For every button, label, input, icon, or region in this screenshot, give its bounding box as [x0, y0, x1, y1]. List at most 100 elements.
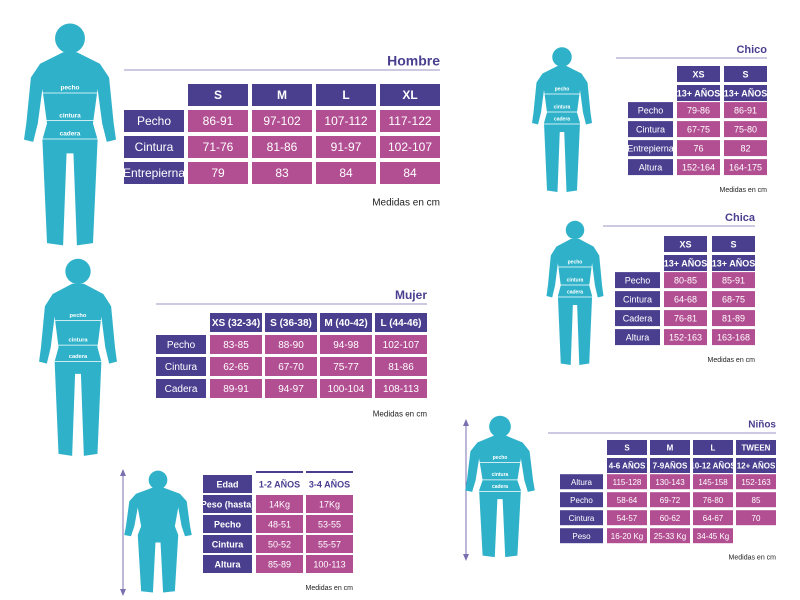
column-header-bg: [210, 313, 262, 332]
sub-header-bg: [664, 255, 707, 271]
cell: 68-75: [722, 294, 745, 304]
corner-label-bg: [203, 475, 252, 493]
cell: 115-128: [613, 478, 642, 487]
column-header: L: [711, 444, 716, 453]
sub-header-bg: [693, 458, 733, 473]
sub-header: 4-6 AÑOS: [609, 462, 646, 471]
cell: 84: [403, 166, 417, 180]
row-label: Entrepierna: [627, 143, 674, 153]
cell-bg: [252, 162, 312, 184]
corner-label: Edad: [216, 479, 238, 489]
cell-bg: [712, 291, 755, 308]
measure-label: cintura: [59, 112, 81, 119]
cell: 53-55: [318, 519, 341, 529]
cell: 91-97: [331, 140, 362, 154]
cell-bg: [736, 492, 776, 508]
measure-label: cadera: [492, 484, 508, 490]
cell: 84: [339, 166, 353, 180]
cell-bg: [650, 492, 690, 508]
measure-label: cintura: [567, 277, 584, 283]
body: [124, 487, 192, 593]
cell-bg: [188, 162, 248, 184]
cell-bg: [664, 272, 707, 289]
cell: 25-33 Kg: [654, 532, 686, 541]
row-label: Altura: [639, 162, 663, 172]
cell: 34-45 Kg: [697, 532, 729, 541]
sub-header: 13+ AÑOS: [677, 88, 720, 98]
cell: 17Kg: [319, 499, 340, 509]
sub-header: 12+ AÑOS: [737, 462, 776, 471]
cell: 152-164: [682, 162, 715, 172]
cell: 152-163: [669, 332, 702, 342]
sub-header: 13+ AÑOS: [712, 258, 755, 268]
column-header-bg: [316, 84, 376, 106]
cell: 69-72: [660, 496, 681, 505]
row-label-bg: [560, 510, 603, 526]
cell: 76: [693, 143, 703, 153]
silhouette: [124, 470, 192, 593]
cell: 107-112: [324, 114, 367, 128]
row-label: Cadera: [165, 384, 198, 395]
measure-label: cintura: [492, 472, 509, 478]
row-label-bg: [203, 495, 252, 513]
cell: 71-76: [203, 140, 234, 154]
column-header-bg: [188, 84, 248, 106]
cell-bg: [188, 136, 248, 158]
cell-bg: [607, 474, 647, 490]
row-label: Cintura: [636, 124, 665, 134]
cell-bg: [316, 162, 376, 184]
cell-bg: [712, 310, 755, 327]
row-label-bg: [156, 379, 206, 398]
column-header-bg: [306, 475, 353, 493]
row-label-bg: [615, 291, 660, 308]
cell: 94-98: [333, 340, 359, 351]
measure-label: cadera: [567, 289, 583, 295]
column-header: S (36-38): [270, 318, 312, 329]
cell-bg: [693, 474, 733, 490]
row-label: Altura: [626, 332, 650, 342]
column-header: 1-2 AÑOS: [259, 479, 300, 489]
column-header: XS (32-34): [212, 318, 260, 329]
row-label-bg: [628, 102, 673, 119]
cell-bg: [650, 528, 690, 544]
head: [65, 258, 91, 285]
cell-bg: [375, 357, 427, 376]
row-label: Cintura: [212, 539, 244, 549]
cell: 117-122: [388, 114, 431, 128]
head: [565, 220, 585, 240]
measure-label: cadera: [69, 354, 88, 360]
cell-bg: [256, 495, 303, 513]
row-label: Cintura: [135, 140, 174, 154]
measure-label: cadera: [554, 116, 570, 122]
column-header: M: [277, 88, 287, 102]
cell: 164-175: [729, 162, 762, 172]
cell-bg: [664, 310, 707, 327]
cell: 130-143: [655, 478, 685, 487]
sub-header: 13+ AÑOS: [664, 258, 707, 268]
cell: 76-81: [674, 313, 697, 323]
cell: 14Kg: [269, 499, 290, 509]
cell-bg: [664, 291, 707, 308]
cell-bg: [256, 535, 303, 553]
measure-label: pecho: [493, 455, 508, 461]
cell: 80-85: [674, 275, 697, 285]
cell-bg: [380, 136, 440, 158]
row-label: Pecho: [638, 105, 664, 115]
column-header-bg: [265, 313, 317, 332]
cell-bg: [316, 136, 376, 158]
cell-bg: [677, 140, 720, 157]
cell: 54-57: [617, 514, 638, 523]
cell: 50-52: [268, 539, 291, 549]
cell-bg: [736, 474, 776, 490]
head: [489, 415, 511, 438]
row-label-bg: [203, 535, 252, 553]
cell-bg: [677, 159, 720, 176]
cell: 48-51: [268, 519, 291, 529]
head: [55, 23, 85, 54]
cell: 163-168: [717, 332, 750, 342]
silhouette: pecho cintura cadera: [546, 220, 604, 365]
cell-bg: [256, 515, 303, 533]
row-label: Cintura: [165, 362, 198, 373]
cell: 86-91: [734, 105, 757, 115]
size-table: Chico XS S 13+ AÑOS 13+ AÑOS Pecho 79-86 86-91 C…: [616, 44, 767, 194]
